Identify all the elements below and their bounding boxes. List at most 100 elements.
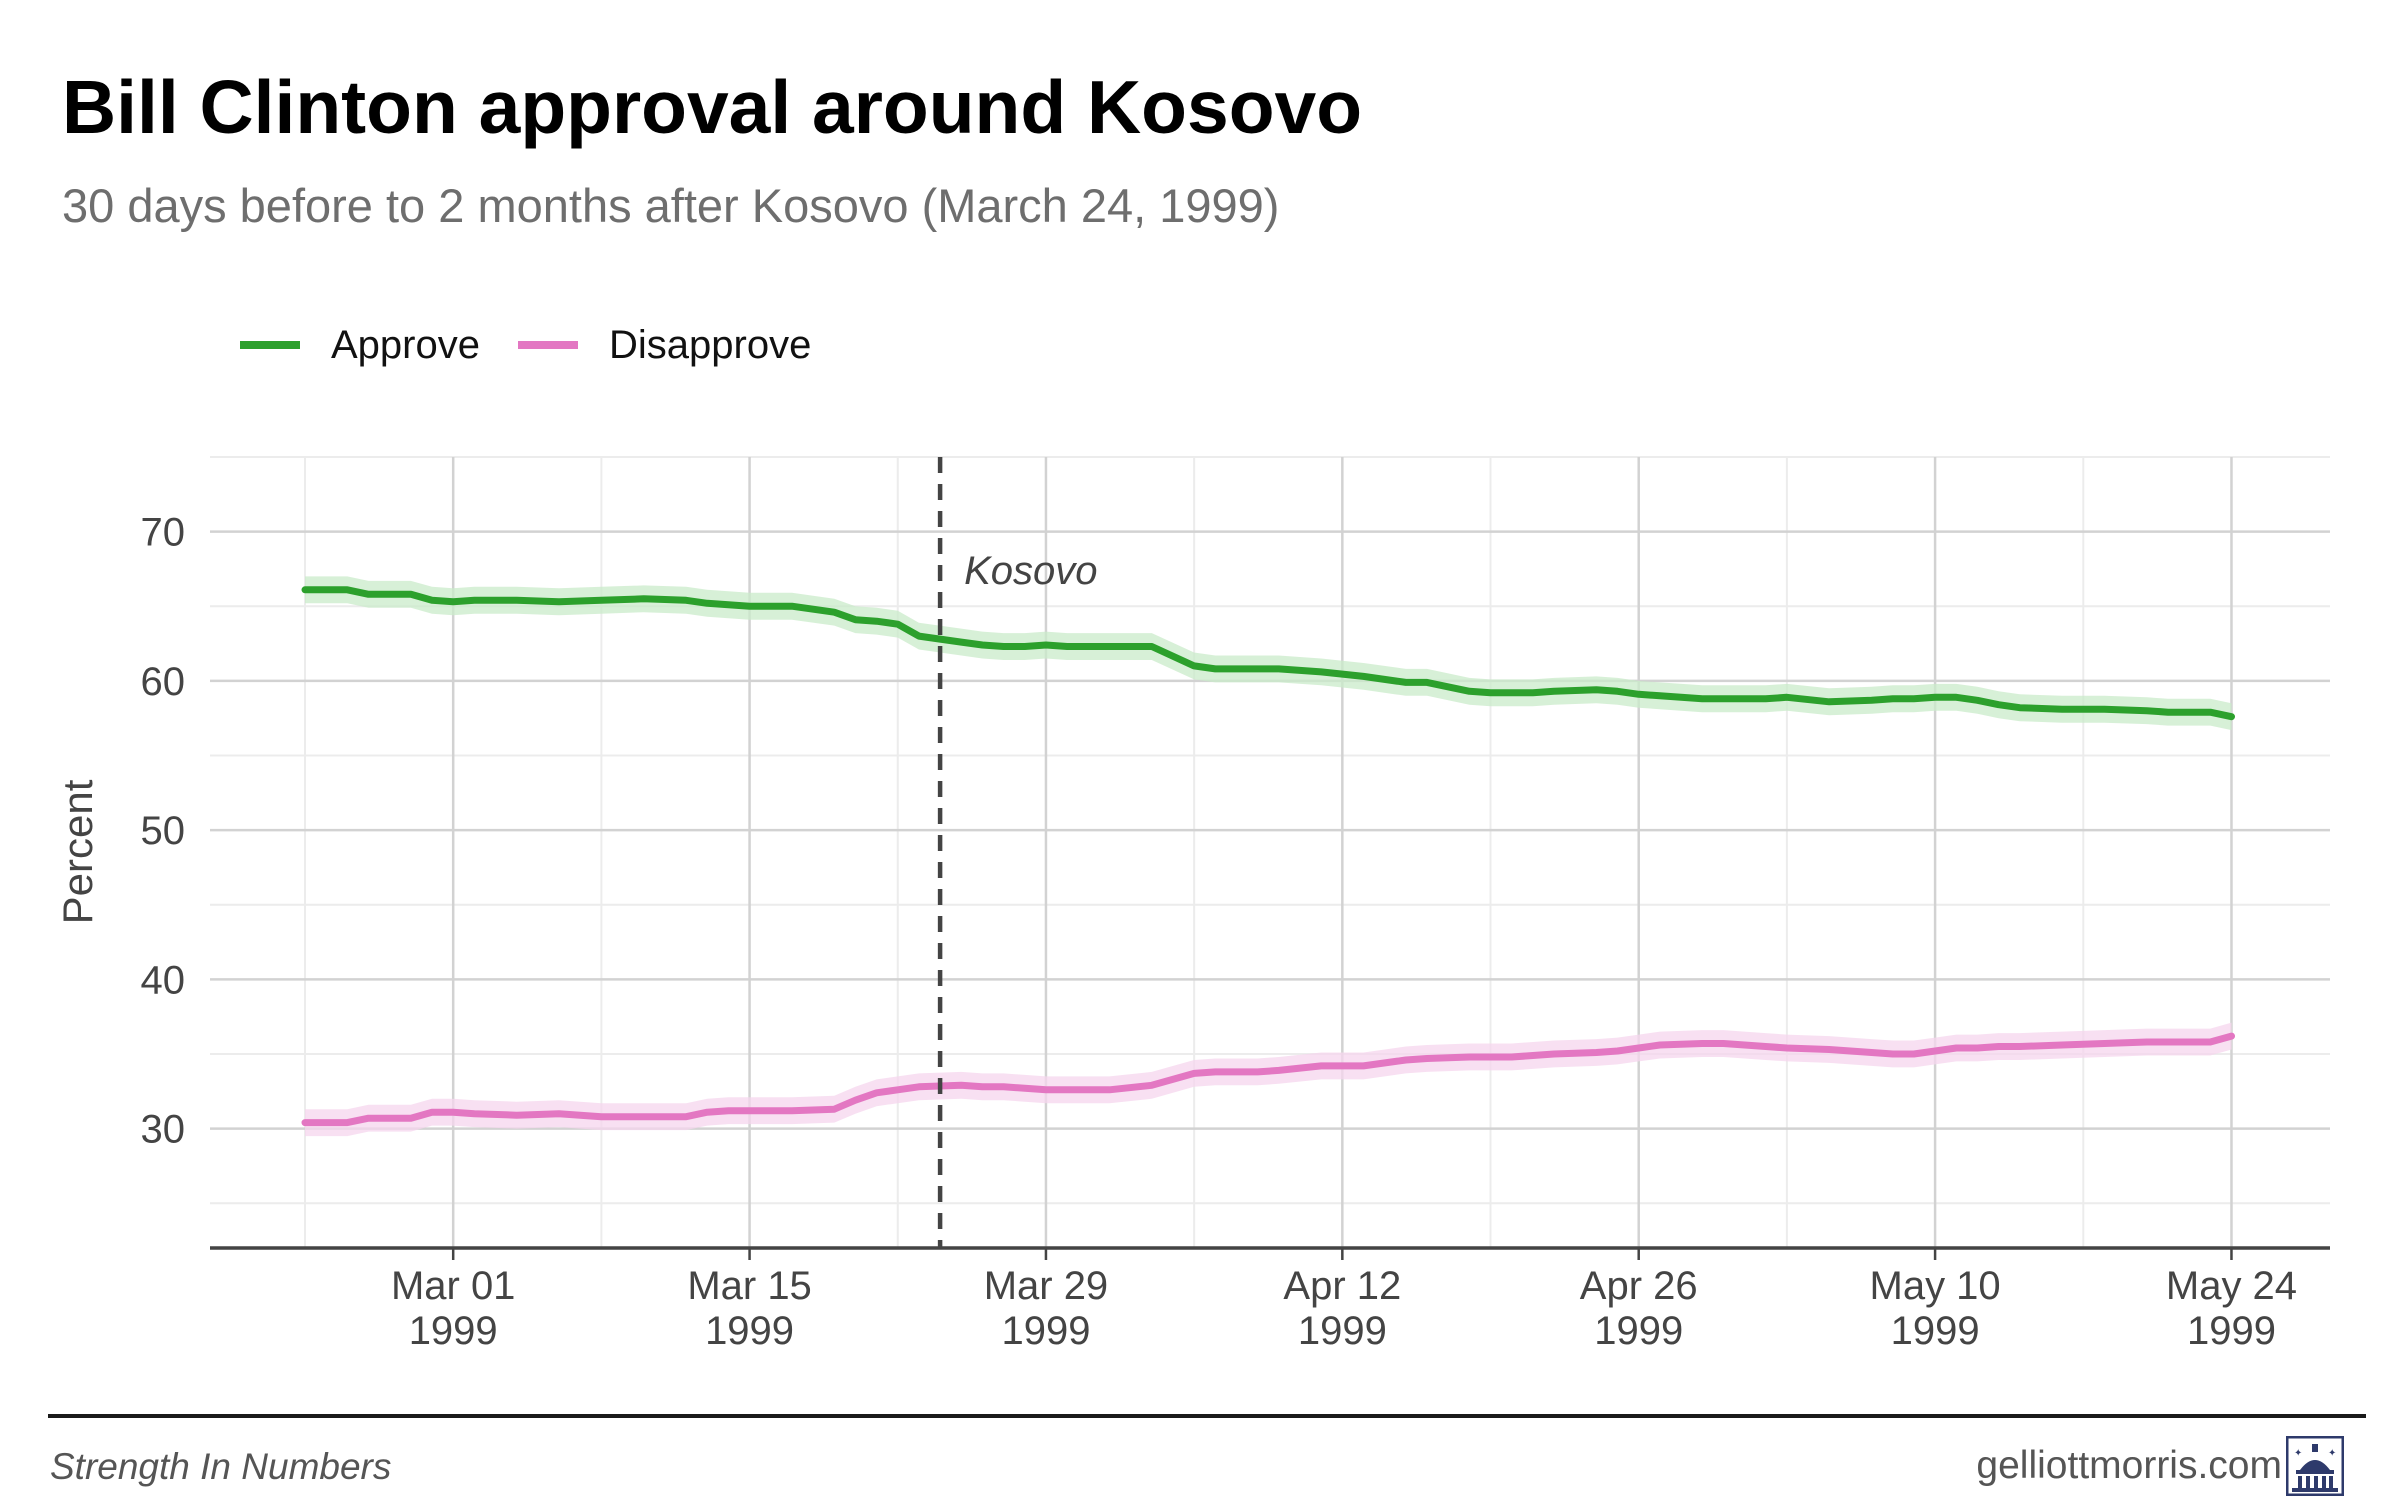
data-point-disapprove	[1953, 1045, 1959, 1051]
data-point-approve	[1043, 642, 1049, 648]
data-point-approve	[1996, 702, 2002, 708]
data-point-disapprove	[895, 1087, 901, 1093]
data-point-approve	[1361, 673, 1367, 679]
data-point-approve	[1255, 666, 1261, 672]
data-point-approve	[1974, 697, 1980, 703]
data-point-approve	[1424, 679, 1430, 685]
minor-gridlines	[210, 456, 2330, 1248]
data-point-disapprove	[1403, 1057, 1409, 1063]
data-point-approve	[831, 609, 837, 615]
data-point-disapprove	[1191, 1070, 1197, 1076]
data-point-disapprove	[1043, 1087, 1049, 1093]
data-point-approve	[1001, 644, 1007, 650]
data-point-approve	[2101, 706, 2107, 712]
data-point-approve	[1953, 694, 1959, 700]
x-tick-label-date: May 10	[1870, 1264, 2001, 1308]
data-point-approve	[874, 618, 880, 624]
legend-item-disapprove: Disapprove	[517, 323, 811, 368]
data-point-approve	[1276, 666, 1282, 672]
data-point-disapprove	[1255, 1069, 1261, 1075]
data-point-approve	[641, 596, 647, 602]
data-point-approve	[1763, 696, 1769, 702]
x-tick-label-date: Mar 01	[391, 1264, 516, 1308]
data-point-approve	[1191, 663, 1197, 669]
data-point-disapprove	[2229, 1033, 2235, 1039]
data-point-approve	[1149, 644, 1155, 650]
data-point-approve	[1212, 666, 1218, 672]
chart-title: Bill Clinton approval around Kosovo	[62, 65, 1363, 149]
data-point-approve	[1022, 644, 1028, 650]
event-marker: Kosovo	[937, 457, 1098, 1248]
data-point-approve	[2017, 705, 2023, 711]
legend: Approve Disapprove	[240, 318, 849, 372]
data-point-disapprove	[1826, 1047, 1832, 1053]
data-point-disapprove	[1318, 1063, 1324, 1069]
footer-website: gelliottmorris.com	[1976, 1444, 2282, 1487]
data-point-approve	[895, 621, 901, 627]
data-point-disapprove	[641, 1114, 647, 1120]
data-point-disapprove	[683, 1114, 689, 1120]
data-point-disapprove	[429, 1109, 435, 1115]
x-tick-label-year: 1999	[2187, 1309, 2276, 1353]
svg-text:✦: ✦	[2328, 1448, 2336, 1459]
data-point-approve	[683, 597, 689, 603]
data-point-disapprove	[2017, 1044, 2023, 1050]
data-point-approve	[429, 597, 435, 603]
series-line-approve	[301, 586, 2235, 721]
data-point-approve	[366, 591, 372, 597]
data-point-approve	[916, 633, 922, 639]
x-tick-label-year: 1999	[1594, 1309, 1683, 1353]
y-tick-label: 60	[141, 660, 186, 704]
footer-divider	[48, 1414, 2366, 1418]
data-point-approve	[2207, 709, 2213, 715]
data-point-disapprove	[366, 1115, 372, 1121]
footer-source: Strength In Numbers	[50, 1446, 392, 1487]
data-point-approve	[1720, 696, 1726, 702]
data-point-approve	[450, 599, 456, 605]
data-point-disapprove	[408, 1115, 414, 1121]
data-point-approve	[471, 597, 477, 603]
data-point-disapprove	[1932, 1048, 1938, 1054]
data-point-disapprove	[1615, 1048, 1621, 1054]
data-point-approve	[2059, 706, 2065, 712]
data-point-disapprove	[1784, 1045, 1790, 1051]
y-tick-label: 40	[141, 958, 186, 1002]
data-point-approve	[1911, 696, 1917, 702]
data-point-disapprove	[514, 1112, 520, 1118]
data-point-approve	[1107, 644, 1113, 650]
data-point-approve	[725, 602, 731, 608]
data-point-disapprove	[1530, 1053, 1536, 1059]
data-point-disapprove	[704, 1109, 710, 1115]
data-point-approve	[514, 597, 520, 603]
data-point-approve	[1466, 688, 1472, 694]
data-point-approve	[1826, 699, 1832, 705]
y-tick-label: 30	[141, 1108, 186, 1152]
y-tick-label: 50	[141, 809, 186, 853]
data-point-approve	[2229, 714, 2235, 720]
data-point-disapprove	[344, 1120, 350, 1126]
data-point-disapprove	[2059, 1042, 2065, 1048]
y-tick-label: 70	[141, 511, 186, 555]
data-point-disapprove	[1911, 1051, 1917, 1057]
data-point-disapprove	[916, 1084, 922, 1090]
data-point-disapprove	[1234, 1069, 1240, 1075]
band-approve	[305, 576, 2232, 731]
data-point-approve	[1403, 679, 1409, 685]
series-lines	[301, 586, 2235, 1127]
legend-swatch-approve	[240, 341, 300, 349]
data-point-disapprove	[2207, 1039, 2213, 1045]
data-point-disapprove	[874, 1090, 880, 1096]
chart-subtitle: 30 days before to 2 months after Kosovo …	[62, 179, 1280, 232]
series-line-disapprove	[301, 1032, 2235, 1127]
data-point-disapprove	[852, 1097, 858, 1103]
x-tick-label-date: Apr 26	[1580, 1264, 1698, 1308]
data-point-disapprove	[302, 1120, 308, 1126]
data-point-disapprove	[1636, 1045, 1642, 1051]
data-point-approve	[1234, 666, 1240, 672]
data-point-disapprove	[1149, 1082, 1155, 1088]
data-point-approve	[1869, 697, 1875, 703]
data-point-approve	[1593, 687, 1599, 693]
x-tick-label-year: 1999	[705, 1309, 794, 1353]
data-point-disapprove	[1466, 1054, 1472, 1060]
